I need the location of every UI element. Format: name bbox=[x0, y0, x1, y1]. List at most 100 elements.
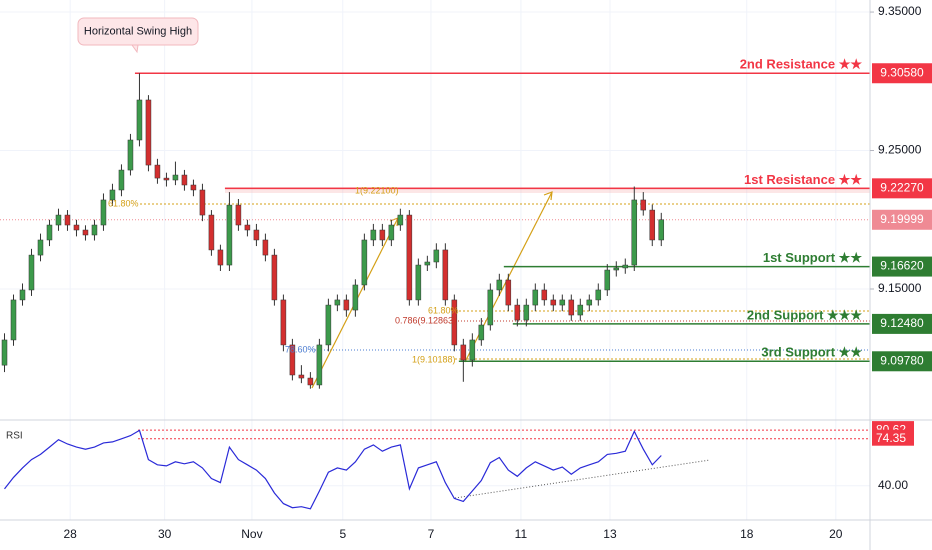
y-tick-label: 9.25000 bbox=[878, 143, 922, 157]
candle-body bbox=[244, 224, 251, 231]
level-name: 2nd Resistance ★★ bbox=[740, 57, 863, 72]
candle-body bbox=[559, 299, 566, 306]
candle-body bbox=[325, 304, 332, 346]
candle-body bbox=[37, 239, 44, 256]
candle-body bbox=[442, 249, 449, 301]
candle-body bbox=[298, 374, 305, 379]
price-label-bg bbox=[872, 351, 932, 372]
callout-text: Horizontal Swing High bbox=[84, 25, 192, 37]
candle-body bbox=[541, 289, 548, 301]
candle-body bbox=[82, 229, 89, 236]
candle-body bbox=[622, 264, 629, 269]
callout-pointer bbox=[131, 44, 139, 54]
candle-body bbox=[514, 304, 521, 321]
candle-body bbox=[487, 289, 494, 326]
x-tick-label: 28 bbox=[63, 527, 77, 541]
candle-body bbox=[172, 174, 179, 181]
candle-body bbox=[604, 269, 611, 291]
candle-body bbox=[388, 224, 395, 241]
candle-body bbox=[370, 229, 377, 241]
price-label: 9.12480 bbox=[880, 316, 924, 330]
level-name: 1st Resistance ★★ bbox=[744, 172, 862, 187]
candle-body bbox=[352, 284, 359, 311]
candle-body bbox=[226, 204, 233, 266]
candle-body bbox=[73, 224, 80, 231]
candle-body bbox=[199, 189, 206, 216]
candle-body bbox=[523, 304, 530, 321]
x-tick-label: 11 bbox=[515, 527, 528, 541]
candle-body bbox=[271, 254, 278, 301]
rsi-pane: RSI bbox=[4, 429, 870, 510]
candle-body bbox=[496, 279, 503, 291]
candle-body bbox=[397, 214, 404, 226]
rsi-title: RSI bbox=[6, 431, 23, 442]
candle-body bbox=[469, 339, 476, 361]
candle-body bbox=[109, 189, 116, 201]
fib-label: 61.80% bbox=[428, 305, 459, 315]
x-tick-label: 5 bbox=[339, 527, 346, 541]
candle-body bbox=[361, 239, 368, 286]
x-tick-label: 20 bbox=[829, 527, 843, 541]
candle-body bbox=[217, 249, 224, 266]
candle-body bbox=[307, 377, 314, 386]
candle-body bbox=[91, 224, 98, 236]
candle-body bbox=[46, 224, 53, 241]
x-tick-label: 7 bbox=[428, 527, 435, 541]
x-tick-label: 13 bbox=[603, 527, 617, 541]
grid bbox=[0, 0, 870, 520]
candle-body bbox=[190, 184, 197, 191]
x-tick-label: 30 bbox=[158, 527, 172, 541]
price-label: 9.16620 bbox=[880, 259, 924, 273]
candle-body bbox=[595, 289, 602, 301]
candle-body bbox=[379, 229, 386, 241]
rsi-trendline bbox=[454, 459, 711, 499]
rsi-tick-label: 40.00 bbox=[878, 478, 908, 492]
axes: 9.35000 9.25000 9.15000 28 30 Nov 5 7 11 13 18 20 9.… bbox=[63, 4, 932, 541]
candles bbox=[1, 73, 665, 389]
price-label: 9.22270 bbox=[880, 181, 924, 195]
candle-body bbox=[433, 249, 440, 263]
candle-body bbox=[262, 239, 269, 256]
candle-body bbox=[100, 199, 107, 226]
y-tick-label: 9.15000 bbox=[878, 281, 922, 295]
fib-label: 1(9.22100) bbox=[355, 185, 399, 195]
rsi-label-bg bbox=[872, 429, 914, 446]
candle-body bbox=[253, 229, 260, 241]
candle-body bbox=[10, 299, 17, 341]
price-label-bg bbox=[872, 313, 932, 334]
candle-body bbox=[343, 299, 350, 311]
candle-body bbox=[658, 219, 665, 241]
rsi-line bbox=[4, 429, 662, 510]
fib-label: 78.60% bbox=[285, 344, 316, 354]
candle-body bbox=[55, 214, 62, 226]
annotations: Horizontal Swing High 61.80% 1(9.22100) 78… bbox=[77, 17, 459, 364]
candle-body bbox=[136, 99, 143, 141]
candle-body bbox=[478, 324, 485, 341]
candle-body bbox=[460, 344, 467, 361]
level-name: 2nd Support ★★★ bbox=[747, 307, 862, 322]
candle-body bbox=[64, 214, 71, 226]
y-tick-label: 9.35000 bbox=[878, 4, 922, 18]
candle-body bbox=[181, 174, 188, 186]
level-name: 3rd Support ★★ bbox=[761, 345, 862, 360]
candle-body bbox=[127, 139, 134, 171]
candle-body bbox=[568, 299, 575, 316]
candle-body bbox=[118, 169, 125, 191]
candle-body bbox=[19, 289, 26, 301]
candle-body bbox=[235, 204, 242, 226]
candle-body bbox=[28, 254, 35, 291]
price-label: 9.19999 bbox=[880, 212, 924, 226]
price-label-bg bbox=[872, 178, 932, 199]
candle-body bbox=[406, 214, 413, 301]
candle-body bbox=[145, 99, 152, 166]
arrow-head bbox=[543, 191, 553, 201]
price-label-bg bbox=[872, 209, 932, 230]
candle-body bbox=[289, 344, 296, 376]
candle-body bbox=[649, 209, 656, 241]
price-label-bg bbox=[872, 256, 932, 277]
x-tick-label: Nov bbox=[241, 527, 262, 541]
x-tick-label: 18 bbox=[740, 527, 754, 541]
candle-body bbox=[550, 299, 557, 306]
